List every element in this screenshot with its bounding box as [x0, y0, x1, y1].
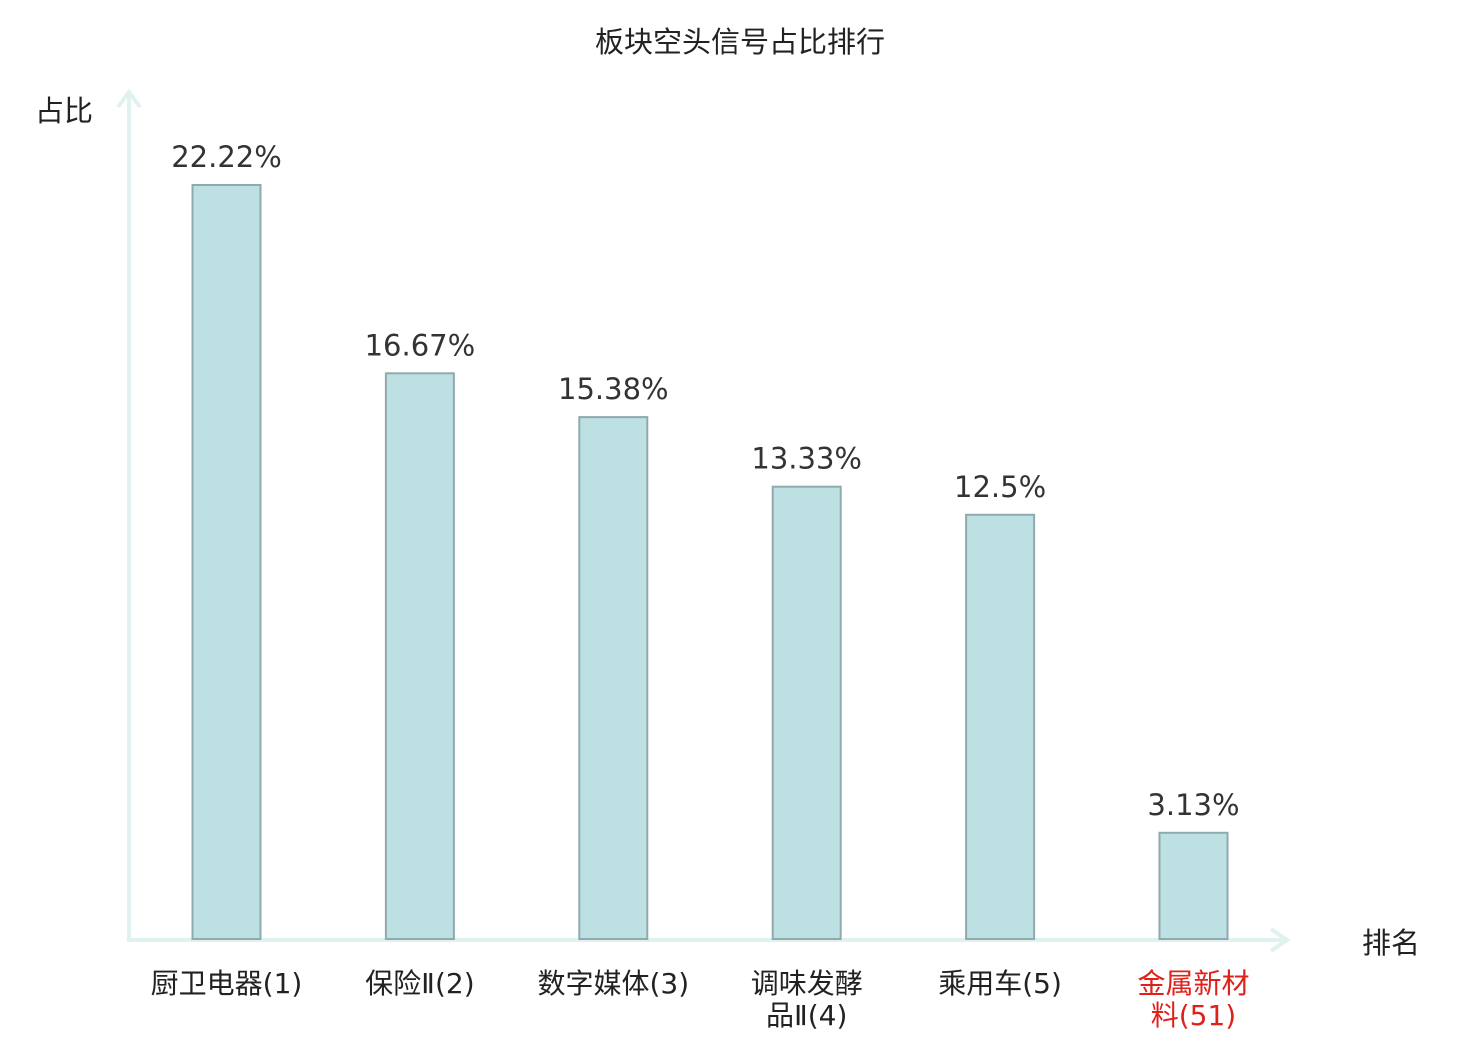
category-label-line: 乘用车(5)	[938, 967, 1062, 1000]
bar-value-label: 13.33%	[751, 442, 862, 476]
category-label: 数字媒体(3)	[537, 967, 689, 1000]
category-label: 调味发酵品Ⅱ(4)	[751, 967, 863, 1032]
category-label-line: 料(51)	[1151, 999, 1236, 1032]
category-label-line: 品Ⅱ(4)	[766, 999, 847, 1032]
category-label-line: 调味发酵	[751, 967, 863, 1000]
value-labels-group: 22.22% 16.67% 15.38% 13.33% 12.5% 3.13%	[171, 140, 1239, 822]
bar-value-label: 12.5%	[954, 470, 1046, 504]
category-label-line: 金属新材	[1137, 967, 1249, 1000]
category-label-line: 保险Ⅱ(2)	[365, 967, 474, 1000]
bar-value-label: 15.38%	[558, 372, 669, 406]
category-label: 厨卫电器(1)	[151, 967, 303, 1000]
bar-value-label: 3.13%	[1147, 788, 1239, 822]
x-axis	[127, 927, 1291, 953]
bar	[384, 372, 455, 940]
category-label-line: 数字媒体(3)	[537, 967, 689, 1000]
category-labels-group: 厨卫电器(1) 保险Ⅱ(2) 数字媒体(3) 调味发酵品Ⅱ(4) 乘用车(5) 金属新材料…	[151, 967, 1250, 1032]
category-label: 保险Ⅱ(2)	[365, 967, 474, 1000]
chart-title: 板块空头信号占比排行	[595, 25, 885, 59]
bar	[1158, 831, 1229, 940]
category-label-line: 厨卫电器(1)	[151, 967, 303, 1000]
bars-group	[191, 184, 1229, 941]
bar-value-label: 22.22%	[171, 140, 282, 174]
bar	[965, 513, 1036, 940]
bar	[578, 416, 649, 941]
bar-value-label: 16.67%	[365, 328, 476, 362]
bar	[771, 485, 842, 940]
y-axis	[116, 88, 142, 940]
y-axis-label: 占比	[35, 94, 93, 128]
bar	[191, 184, 262, 940]
category-label: 乘用车(5)	[938, 967, 1062, 1000]
category-label: 金属新材料(51)	[1137, 967, 1249, 1032]
x-axis-label: 排名	[1362, 926, 1420, 960]
